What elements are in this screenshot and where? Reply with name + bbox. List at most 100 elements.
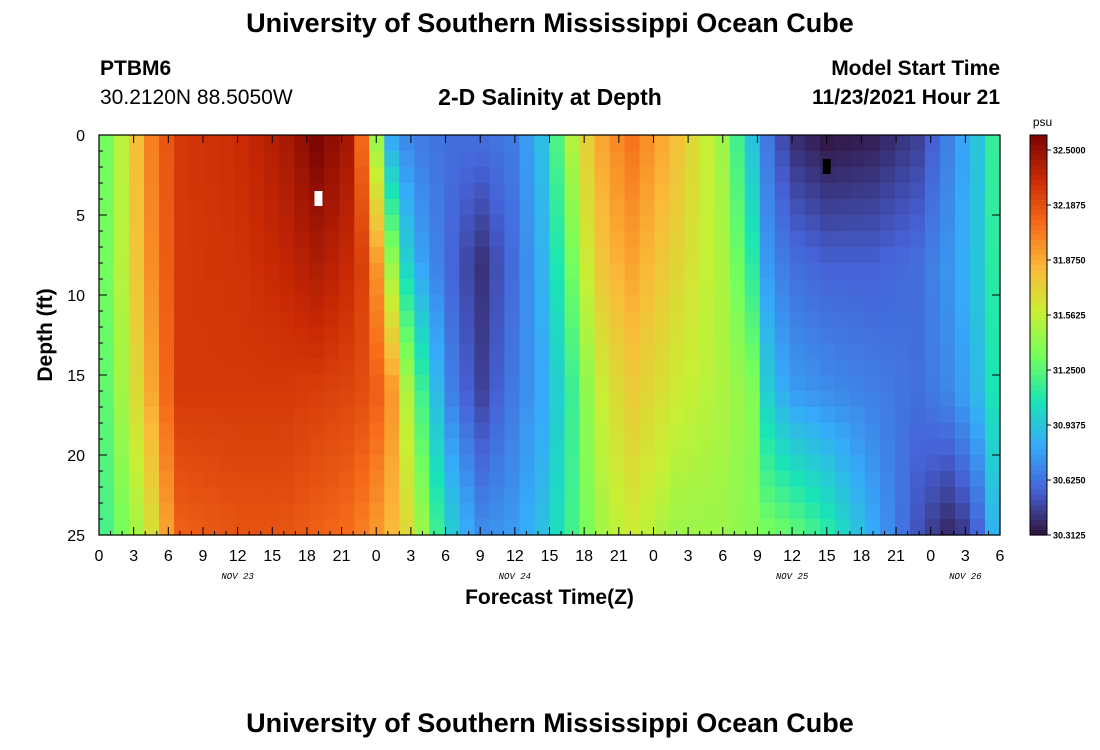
heatmap-cell	[909, 151, 926, 168]
heatmap-cell	[759, 359, 776, 376]
heatmap-cell	[819, 455, 836, 472]
heatmap-cell	[474, 343, 491, 360]
heatmap-cell	[894, 503, 911, 520]
heatmap-cell	[429, 343, 445, 360]
x-tick-label: 6	[996, 548, 1005, 565]
heatmap-cell	[714, 215, 731, 232]
heatmap-cell	[594, 231, 611, 248]
heatmap-cell	[969, 327, 986, 344]
heatmap-cell	[834, 231, 851, 248]
heatmap-cell	[534, 359, 551, 376]
heatmap-cell	[339, 135, 355, 152]
heatmap-cell	[504, 407, 521, 424]
heatmap-cell	[819, 247, 836, 264]
heatmap-cell	[459, 455, 476, 472]
heatmap-cell	[849, 407, 866, 424]
heatmap-cell	[789, 375, 806, 392]
heatmap-cell	[399, 391, 415, 408]
heatmap-cell	[459, 151, 476, 168]
heatmap-cell	[729, 215, 746, 232]
colorbar-segment	[1030, 520, 1047, 526]
heatmap-cell	[924, 295, 941, 312]
colorbar-segment	[1030, 135, 1047, 141]
heatmap-cell	[654, 311, 671, 328]
heatmap-cell	[354, 455, 370, 472]
heatmap-cell	[474, 279, 491, 296]
heatmap-cell	[954, 263, 971, 280]
heatmap-cell	[609, 247, 626, 264]
heatmap-cell	[429, 183, 445, 200]
heatmap-cell	[729, 263, 746, 280]
heatmap-cell	[924, 455, 941, 472]
heatmap-cell	[384, 327, 400, 344]
heatmap-cell	[309, 311, 325, 328]
heatmap-cell	[204, 359, 220, 376]
heatmap-cell	[489, 375, 506, 392]
heatmap-cell	[204, 295, 220, 312]
heatmap-cell	[579, 423, 596, 440]
heatmap-cell	[444, 343, 460, 360]
heatmap-cell	[534, 279, 551, 296]
heatmap-cell	[894, 471, 911, 488]
heatmap-cell	[444, 407, 460, 424]
heatmap-cell	[309, 471, 325, 488]
heatmap-cell	[249, 487, 265, 504]
x-axis-label: Forecast Time(Z)	[465, 586, 634, 609]
heatmap-cell	[159, 263, 175, 280]
heatmap-cell	[234, 391, 250, 408]
date-label: NOV 24	[499, 572, 531, 582]
heatmap-cell	[984, 359, 1001, 376]
colorbar-segment	[1030, 295, 1047, 301]
heatmap-cell	[234, 311, 250, 328]
heatmap-cell	[114, 359, 130, 376]
heatmap-cell	[99, 247, 115, 264]
colorbar-segment	[1030, 145, 1047, 151]
heatmap-cell	[984, 327, 1001, 344]
y-tick-label: 5	[76, 208, 85, 225]
heatmap-cell	[714, 311, 731, 328]
heatmap-cell	[789, 343, 806, 360]
heatmap-cell	[879, 263, 896, 280]
heatmap-cell	[804, 407, 821, 424]
heatmap-cell	[219, 439, 235, 456]
heatmap-cell	[234, 503, 250, 520]
heatmap-cell	[819, 135, 836, 152]
heatmap-cell	[804, 295, 821, 312]
heatmap-cell	[624, 327, 641, 344]
heatmap-cell	[234, 343, 250, 360]
heatmap-cell	[849, 343, 866, 360]
heatmap-cell	[114, 167, 130, 184]
heatmap-cell	[804, 455, 821, 472]
heatmap-cell	[699, 311, 716, 328]
heatmap-cell	[414, 295, 430, 312]
colorbar-segment	[1030, 380, 1047, 386]
heatmap-cell	[789, 263, 806, 280]
heatmap-cell	[159, 471, 175, 488]
heatmap-cell	[654, 151, 671, 168]
heatmap-cell	[984, 263, 1001, 280]
heatmap-cell	[354, 327, 370, 344]
heatmap-cell	[294, 423, 310, 440]
heatmap-cell	[174, 199, 190, 216]
heatmap-cell	[414, 519, 430, 536]
heatmap-cell	[759, 215, 776, 232]
heatmap-cell	[984, 487, 1001, 504]
colorbar-segment	[1030, 170, 1047, 176]
heatmap-cell	[639, 231, 656, 248]
heatmap-cell	[129, 359, 145, 376]
colorbar-tick-label: 31.8750	[1053, 256, 1086, 266]
heatmap-cell	[684, 487, 701, 504]
colorbar-tick-label: 30.6250	[1053, 476, 1086, 486]
heatmap-cell	[759, 407, 776, 424]
heatmap-cell	[939, 247, 956, 264]
colorbar-segment	[1030, 205, 1047, 211]
heatmap-cell	[849, 423, 866, 440]
heatmap-cell	[459, 423, 476, 440]
heatmap-cell	[444, 183, 460, 200]
heatmap-cell	[219, 343, 235, 360]
heatmap-cell	[744, 247, 761, 264]
heatmap-cell	[879, 423, 896, 440]
heatmap-cell	[534, 375, 551, 392]
heatmap-cell	[354, 439, 370, 456]
footer-title: University of Southern Mississippi Ocean…	[246, 708, 854, 738]
